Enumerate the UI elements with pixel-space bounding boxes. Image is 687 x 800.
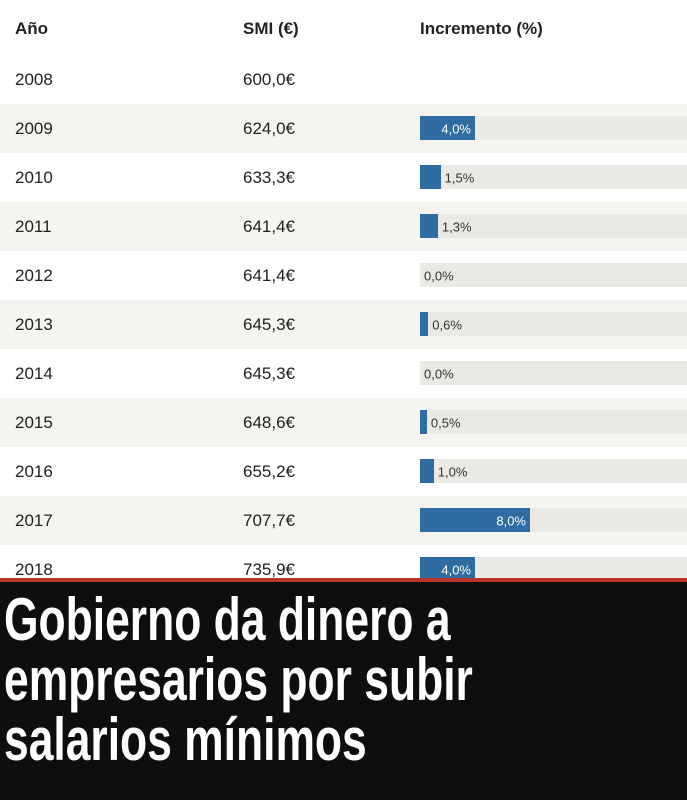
year-cell: 2015 (15, 412, 53, 432)
increment-label: 4,0% (441, 562, 471, 577)
year-cell: 2017 (15, 510, 53, 530)
smi-cell: 645,3€ (243, 363, 295, 383)
year-cell: 2010 (15, 167, 53, 187)
smi-cell: 641,4€ (243, 216, 295, 236)
year-cell: 2014 (15, 363, 53, 383)
smi-cell: 707,7€ (243, 510, 295, 530)
bar-track (420, 557, 687, 578)
bar-track (420, 263, 687, 287)
increment-bar (420, 116, 475, 140)
table-row: 2010 633,3€ 1,5% (0, 153, 687, 202)
smi-cell: 600,0€ (243, 69, 295, 89)
table-body: 2008 600,0€ 2009 624,0€ 4,0% 2010 633,3€ 1,5% 20… (0, 55, 687, 578)
table-row: 2017 707,7€ 8,0% (0, 496, 687, 545)
increment-label: 0,5% (430, 415, 461, 430)
increment-label: 8,0% (496, 513, 526, 528)
table-header: Año SMI (€) Incremento (%) (0, 0, 687, 58)
table-row: 2012 641,4€ 0,0% (0, 251, 687, 300)
table-row: 2011 641,4€ 1,3% (0, 202, 687, 251)
table-row: 2015 648,6€ 0,5% (0, 398, 687, 447)
increment-label: 1,5% (444, 170, 475, 185)
header-increment: Incremento (%) (420, 19, 543, 38)
bar-track (420, 459, 687, 483)
headline-box: Gobierno da dinero a empresarios por subi… (0, 578, 687, 800)
increment-label: 0,0% (424, 268, 454, 283)
year-cell: 2011 (15, 216, 52, 236)
increment-label: 0,0% (424, 366, 454, 381)
bar-track (420, 214, 687, 238)
year-cell: 2009 (15, 118, 53, 138)
bar-track (420, 410, 687, 434)
increment-label: 4,0% (441, 121, 471, 136)
bar-track (420, 361, 687, 385)
year-cell: 2013 (15, 314, 53, 334)
increment-bar (420, 508, 530, 532)
increment-bar (420, 459, 434, 483)
smi-cell: 633,3€ (243, 167, 295, 187)
headline-line: salarios mínimos (4, 706, 367, 773)
header-year: Año (15, 19, 49, 38)
increment-bar (420, 557, 475, 578)
bar-track (420, 312, 687, 336)
table-row: 2008 600,0€ (0, 55, 687, 104)
smi-cell: 655,2€ (243, 461, 295, 481)
increment-bar (420, 165, 441, 189)
table-row: 2014 645,3€ 0,0% (0, 349, 687, 398)
increment-bar (420, 410, 427, 434)
headline-line: Gobierno da dinero a (4, 586, 451, 653)
increment-bar (420, 312, 429, 336)
smi-cell: 648,6€ (243, 412, 295, 432)
table-row: 2013 645,3€ 0,6% (0, 300, 687, 349)
smi-cell: 735,9€ (243, 559, 295, 579)
headline-line: empresarios por subir (4, 646, 473, 713)
increment-bar (420, 214, 438, 238)
smi-cell: 624,0€ (243, 118, 295, 138)
table-row: 2016 655,2€ 1,0% (0, 447, 687, 496)
year-cell: 2016 (15, 461, 53, 481)
table-row: 2018 735,9€ 4,0% (0, 545, 687, 578)
year-cell: 2008 (15, 69, 53, 89)
table-row: 2009 624,0€ 4,0% (0, 104, 687, 153)
increment-label: 0,6% (432, 317, 462, 332)
increment-label: 1,3% (441, 219, 472, 234)
bar-track (420, 165, 687, 189)
year-cell: 2012 (15, 265, 53, 285)
year-cell: 2018 (15, 559, 53, 579)
increment-label: 1,0% (437, 464, 468, 479)
header-smi: SMI (€) (243, 19, 299, 38)
smi-cell: 641,4€ (243, 265, 295, 285)
smi-cell: 645,3€ (243, 314, 295, 334)
